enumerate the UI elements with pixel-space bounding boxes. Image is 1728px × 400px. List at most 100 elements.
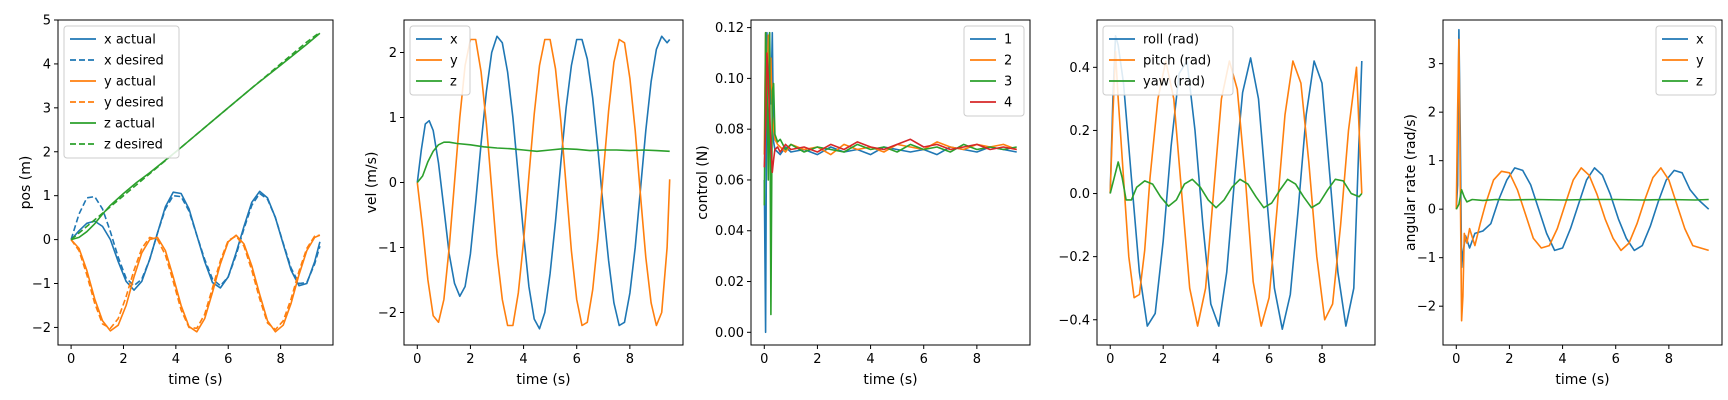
- x-tick-label: 0: [413, 352, 421, 367]
- x-tick-label: 6: [1612, 352, 1620, 367]
- y-tick-label: 0.00: [715, 326, 744, 341]
- y-axis-label: angular rate (rad/s): [1403, 114, 1419, 251]
- x-axis-label: time (s): [1555, 372, 1609, 388]
- plot-area: [763, 31, 1017, 334]
- legend: xyz: [409, 25, 471, 96]
- y-tick-label: 0: [1428, 203, 1436, 218]
- y-tick-label: −0.2: [1058, 250, 1090, 265]
- y-tick-label: 0.02: [715, 275, 744, 290]
- legend-label: yaw (rad): [1143, 75, 1205, 90]
- y-tick-label: 2: [1428, 106, 1436, 121]
- legend-label: roll (rad): [1143, 33, 1199, 48]
- legend-label: z desired: [104, 138, 163, 153]
- y-axis-label: control (N): [695, 145, 711, 219]
- x-tick-label: 2: [119, 352, 127, 367]
- y-tick-label: 0.0: [1069, 187, 1090, 202]
- series-line-2: [763, 31, 1017, 156]
- y-tick-label: 3: [43, 101, 51, 116]
- series-line-1: [1109, 34, 1363, 331]
- legend-label: 2: [1004, 54, 1012, 69]
- legend: 1 2 3 4: [963, 25, 1025, 117]
- y-tick-label: −0.4: [1058, 313, 1090, 328]
- chart-3: 0 2 4 6 8 0.00 0.02 0.04 0.06 0.08 0.10 0.12 time (s…: [695, 19, 1031, 388]
- x-tick-label: 4: [1212, 352, 1220, 367]
- x-tick-label: 0: [1106, 352, 1114, 367]
- legend-box: [1102, 25, 1234, 96]
- legend-label: y: [450, 54, 458, 69]
- x-tick-label: 6: [1265, 352, 1273, 367]
- legend-label: x desired: [104, 54, 164, 69]
- legend: roll (rad) pitch (rad) yaw (rad): [1102, 25, 1234, 96]
- x-tick-label: 8: [626, 352, 634, 367]
- y-tick-label: −2: [378, 306, 397, 321]
- legend-label: x actual: [104, 33, 156, 48]
- y-tick-label: 0.4: [1069, 61, 1090, 76]
- x-tick-label: 6: [573, 352, 581, 367]
- legend: xyz: [1655, 25, 1717, 96]
- y-tick-label: 0.10: [715, 72, 744, 87]
- series-line-3: [416, 141, 670, 184]
- chart-2: 0 2 4 6 8 −2 −1 0 1 2 time (s) vel (m/s) xyz: [364, 19, 684, 388]
- x-tick-label: 8: [1318, 352, 1326, 367]
- y-tick-label: 0: [43, 233, 51, 248]
- legend-label: pitch (rad): [1143, 54, 1211, 69]
- series-line-2: [1455, 38, 1709, 322]
- x-tick-label: 0: [67, 352, 75, 367]
- y-tick-label: 0.2: [1069, 124, 1090, 139]
- legend-label: 3: [1004, 75, 1012, 90]
- x-tick-label: 4: [172, 352, 180, 367]
- y-axis-label: vel (m/s): [364, 152, 380, 214]
- x-tick-label: 2: [813, 352, 821, 367]
- legend-label: 4: [1004, 96, 1012, 111]
- y-tick-label: 0.06: [715, 173, 744, 188]
- plot-area: [416, 35, 671, 330]
- y-tick-label: −1: [1417, 251, 1436, 266]
- y-tick-label: −2: [32, 321, 51, 336]
- y-tick-label: 1: [1428, 154, 1436, 169]
- chart-5: 0 2 4 6 8 −2 −1 0 1 2 3 time (s) angular rate (rad/s…: [1403, 19, 1723, 388]
- legend-label: x: [1696, 33, 1704, 48]
- x-tick-label: 4: [866, 352, 874, 367]
- series-line-3: [1109, 161, 1363, 209]
- x-tick-label: 8: [1665, 352, 1673, 367]
- legend-label: x: [450, 33, 458, 48]
- series-line-4: [763, 52, 1017, 174]
- y-tick-label: 1: [389, 111, 397, 126]
- chart-4: 0 2 4 6 8 −0.4 −0.2 0.0 0.2 0.4 roll (rad) pitch (r…: [1058, 19, 1376, 367]
- x-tick-label: 6: [224, 352, 232, 367]
- x-tick-label: 4: [1558, 352, 1566, 367]
- y-axis-label: pos (m): [18, 156, 34, 210]
- legend-label: z actual: [104, 117, 155, 132]
- y-tick-label: −1: [32, 277, 51, 292]
- x-tick-label: 0: [760, 352, 768, 367]
- y-tick-label: 2: [43, 145, 51, 160]
- y-tick-label: −1: [378, 241, 397, 256]
- series-line-2: [1109, 50, 1363, 327]
- legend-label: z: [1696, 75, 1703, 90]
- series-line-3: [1455, 189, 1709, 210]
- legend-label: 1: [1004, 33, 1012, 48]
- y-tick-label: 0.12: [715, 21, 744, 36]
- x-tick-label: 2: [1505, 352, 1513, 367]
- y-tick-label: 3: [1428, 57, 1436, 72]
- axes-frame: [750, 19, 1031, 346]
- legend-box: [63, 25, 180, 159]
- x-axis-label: time (s): [168, 372, 222, 388]
- y-tick-label: 2: [389, 46, 397, 61]
- legend: x actual x desired y actual y desired z actu…: [63, 25, 180, 159]
- legend-label: z: [450, 75, 457, 90]
- series-line-1: [416, 35, 671, 330]
- axes-frame: [1442, 19, 1723, 346]
- legend-label: y desired: [104, 96, 164, 111]
- legend-label: y: [1696, 54, 1704, 69]
- plot-area: [1455, 28, 1710, 322]
- x-tick-label: 8: [973, 352, 981, 367]
- legend-label: y actual: [104, 75, 156, 90]
- x-tick-label: 6: [920, 352, 928, 367]
- y-tick-label: 0.08: [715, 123, 744, 138]
- series-line-2: [416, 38, 671, 327]
- x-tick-label: 4: [519, 352, 527, 367]
- series-line-2: [70, 192, 321, 287]
